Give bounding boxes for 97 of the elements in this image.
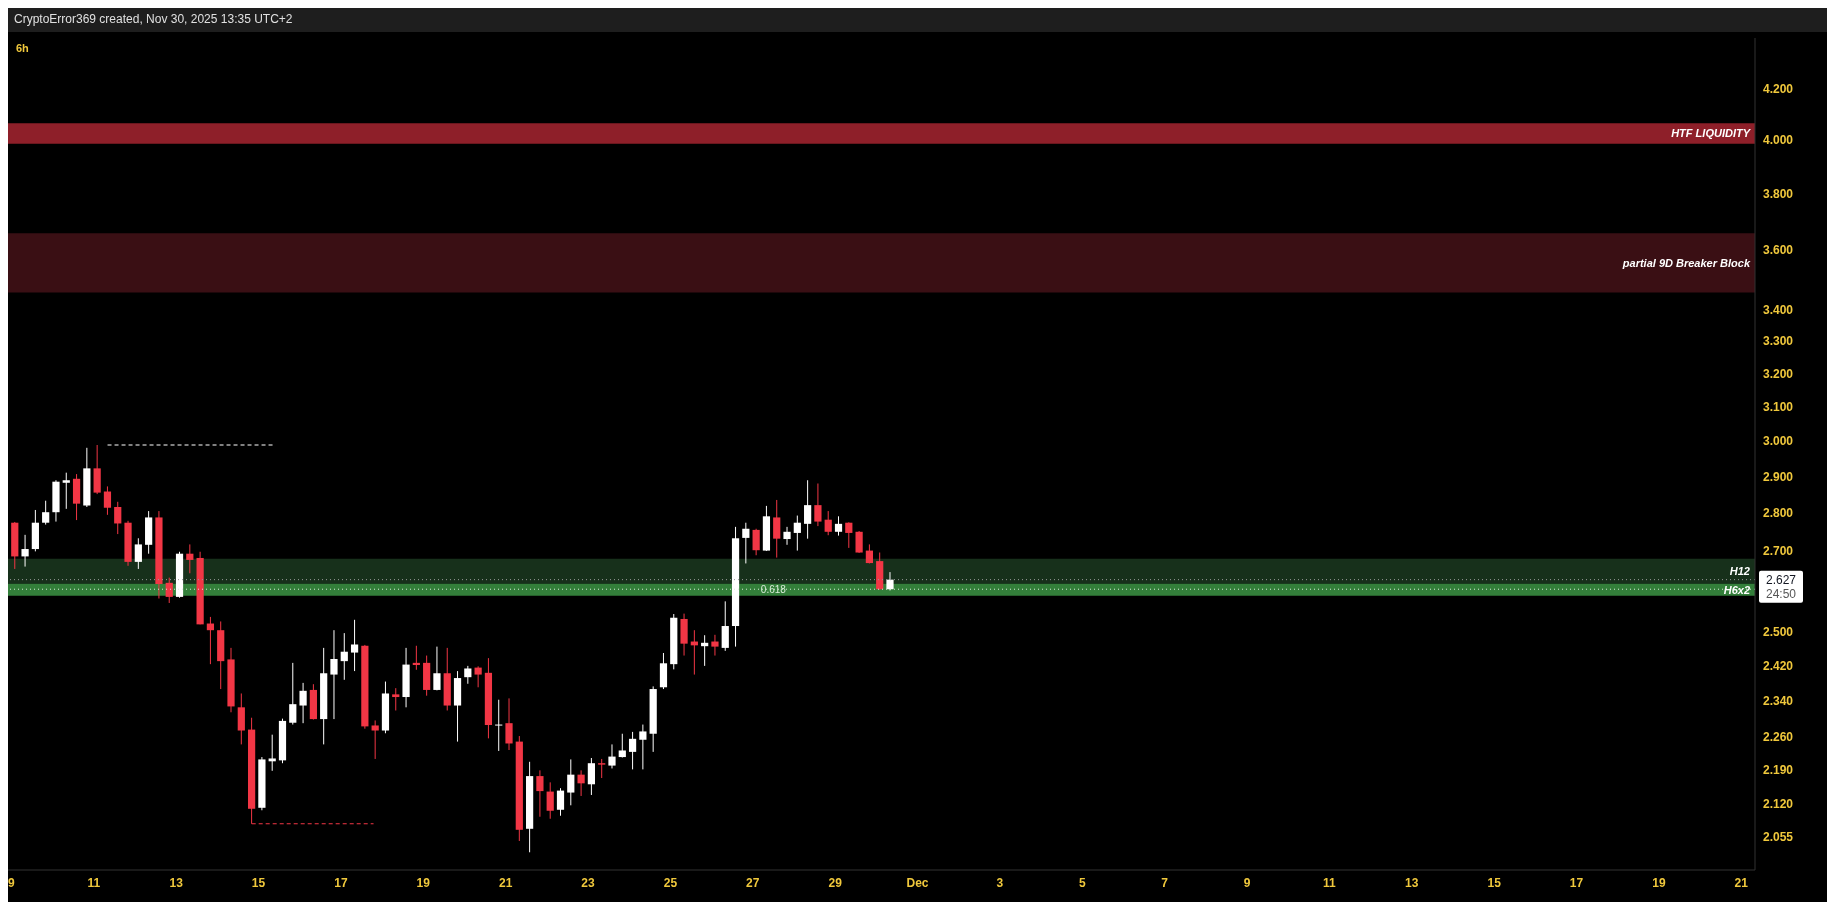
candlestick <box>536 769 544 818</box>
candlestick <box>886 571 894 591</box>
candlestick <box>855 530 863 554</box>
y-tick-label: 2.260 <box>1763 730 1794 745</box>
candlestick <box>392 687 400 711</box>
y-tick-label: 2.120 <box>1763 797 1794 812</box>
candlestick <box>268 734 276 772</box>
chart-title: 6h <box>16 42 29 54</box>
y-tick-label: 3.800 <box>1763 186 1794 201</box>
band-label: HTF LIQUIDITY <box>1671 127 1752 140</box>
candlestick <box>114 501 122 535</box>
x-tick-label: 19 <box>1652 875 1666 890</box>
candlestick <box>618 733 626 759</box>
chart-subtitle: CryptoError369 created, Nov 30, 2025 13:35 UTC+2 <box>13 11 294 28</box>
y-tick-label: 2.900 <box>1763 469 1794 484</box>
x-tick-label: 15 <box>1487 875 1502 890</box>
y-tick-label: 2.420 <box>1763 658 1794 673</box>
x-tick-label: 11 <box>87 875 101 890</box>
candlestick <box>299 682 307 724</box>
y-tick-label: 3.200 <box>1763 366 1794 381</box>
x-tick-label: 9 <box>8 875 16 890</box>
candlestick <box>793 515 801 552</box>
text: 24:50 <box>1765 586 1797 601</box>
band-label: H6x2 <box>1723 583 1750 596</box>
candlestick <box>350 619 359 672</box>
candlestick <box>608 743 616 769</box>
y-tick-label: 4.200 <box>1763 82 1794 97</box>
candlestick <box>628 731 637 770</box>
y-tick-label: 2.340 <box>1763 693 1794 708</box>
candlestick <box>587 757 595 796</box>
candlestick <box>340 632 348 681</box>
x-tick-label: 13 <box>1405 875 1419 890</box>
x-tick-label: 17 <box>1569 875 1584 890</box>
candlestick <box>773 499 781 559</box>
ref-line-label: 2.627 <box>1765 572 1797 587</box>
y-tick-label: 3.300 <box>1763 334 1794 349</box>
x-tick-label: 3 <box>996 875 1004 890</box>
x-tick-label: 13 <box>169 875 184 890</box>
candlestick <box>42 500 50 526</box>
candlestick <box>659 652 668 690</box>
candlestick <box>845 521 853 549</box>
candlestick <box>804 479 812 540</box>
x-tick-label: 25 <box>663 875 678 890</box>
y-tick-label: 4.000 <box>1763 133 1794 148</box>
y-tick-label: 3.600 <box>1763 243 1794 258</box>
candlestick <box>721 600 729 652</box>
candlestick <box>495 699 503 752</box>
candlestick <box>556 787 565 817</box>
annotation: 0.618 <box>760 583 787 595</box>
candlestick <box>474 665 482 688</box>
x-tick-label: 11 <box>1323 875 1337 890</box>
y-tick-label: 3.400 <box>1763 303 1794 318</box>
candlestick <box>783 526 791 546</box>
candlestick <box>433 646 441 691</box>
candlestick <box>186 543 194 574</box>
candlestick <box>237 692 245 745</box>
candlestick <box>134 537 142 570</box>
candlestick <box>598 758 606 779</box>
x-tick-label: 21 <box>1734 875 1749 890</box>
x-tick-label: Dec <box>906 875 929 890</box>
candlestick <box>546 781 554 820</box>
candlestick <box>165 577 173 604</box>
candlestick <box>824 510 832 536</box>
x-tick-label: 19 <box>416 875 431 890</box>
y-tick-label: 2.500 <box>1763 624 1794 639</box>
y-tick-label: 2.190 <box>1763 763 1794 778</box>
candlestick <box>62 472 70 510</box>
x-tick-label: 27 <box>746 875 760 890</box>
x-tick-label: 17 <box>334 875 348 890</box>
candlestick <box>711 634 719 657</box>
y-tick-label: 2.055 <box>1763 829 1794 844</box>
candlestick <box>742 522 750 564</box>
candlestick <box>814 483 822 527</box>
y-tick-label: 2.700 <box>1763 544 1794 559</box>
candlestick <box>330 629 338 720</box>
candlestick <box>567 758 575 806</box>
candlestick <box>371 719 379 760</box>
candlestick <box>21 534 29 568</box>
x-tick-label: 15 <box>251 875 266 890</box>
x-tick-label: 5 <box>1078 875 1086 890</box>
candlestick <box>103 485 112 516</box>
y-tick-label: 3.100 <box>1763 399 1794 414</box>
x-tick-label: 23 <box>581 875 596 890</box>
candlestick <box>577 769 585 797</box>
candlestick <box>834 515 843 537</box>
x-tick-label: 21 <box>498 875 513 890</box>
candlestick <box>639 724 647 770</box>
x-tick-label: 9 <box>1243 875 1251 890</box>
candlestick <box>289 662 297 726</box>
candlestick <box>505 697 513 751</box>
x-tick-label: 29 <box>828 875 843 890</box>
band-label: H12 <box>1729 565 1750 578</box>
y-tick-label: 3.000 <box>1763 434 1794 449</box>
candlestick <box>752 528 760 556</box>
band-label: partial 9D Breaker Block <box>1621 256 1751 269</box>
x-tick-label: 7 <box>1161 875 1169 890</box>
y-tick-label: 2.800 <box>1763 506 1794 521</box>
